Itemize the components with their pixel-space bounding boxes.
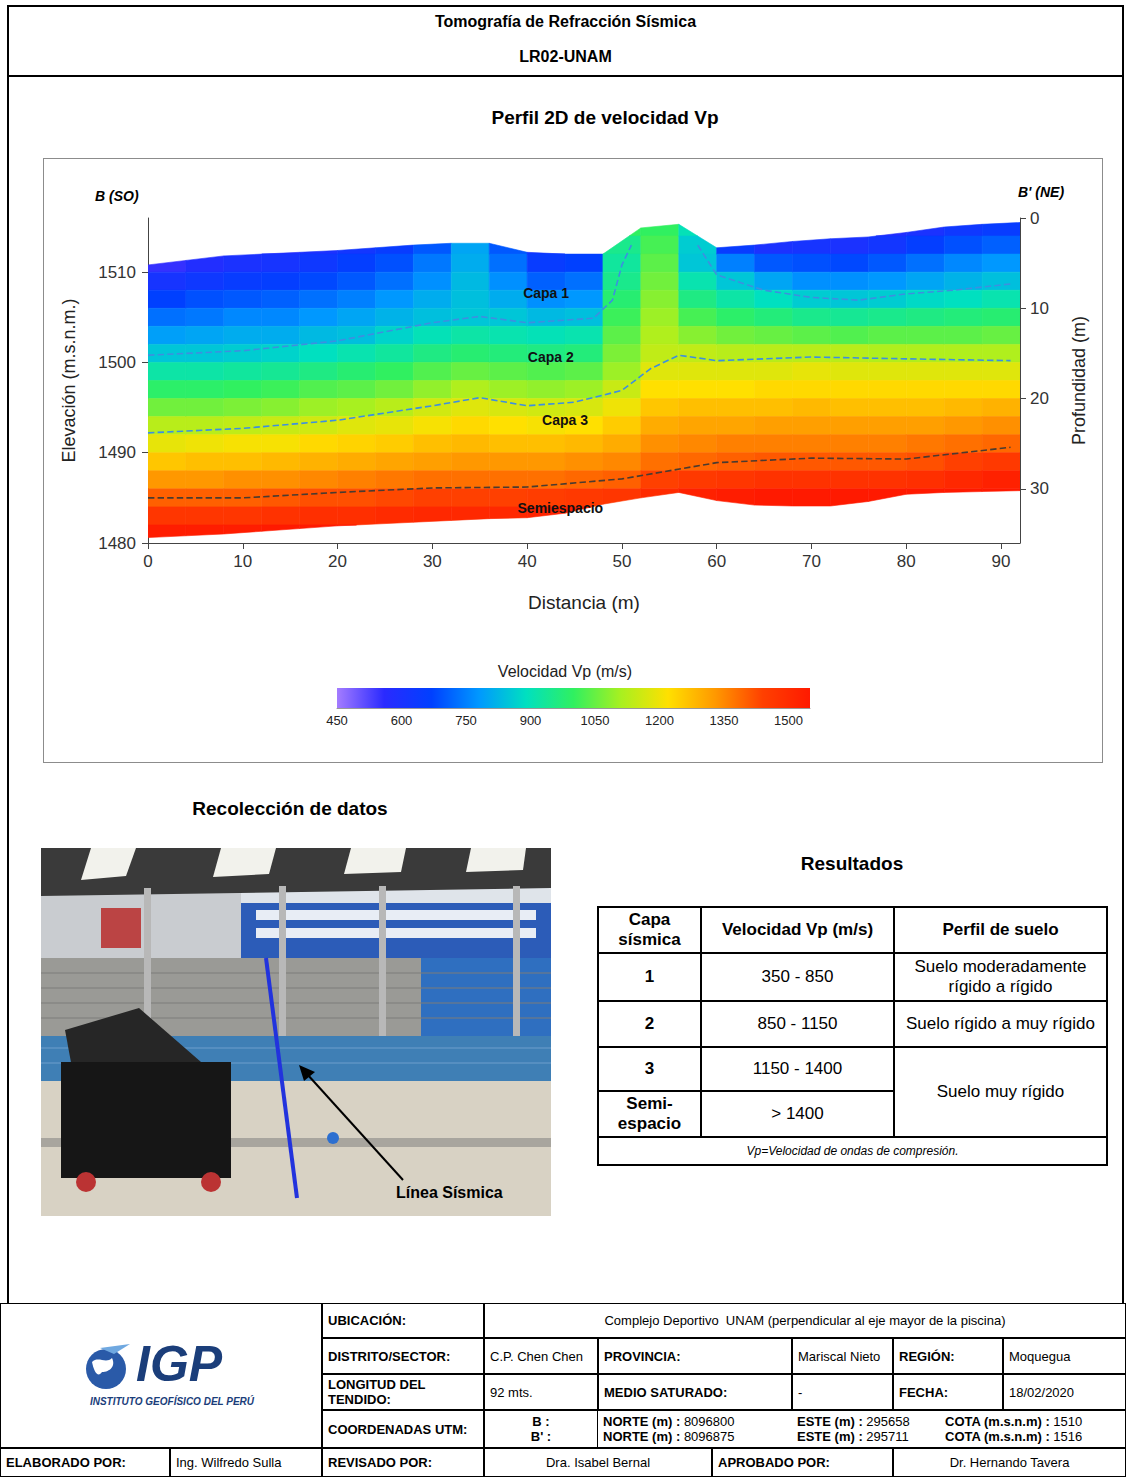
svg-text:60: 60 (707, 552, 726, 571)
svg-text:0: 0 (1030, 209, 1039, 228)
html-text:B' :: B' : (530, 1429, 552, 1444)
html-text:Capa sísmica: Capa sísmica (618, 910, 681, 949)
html-text:COTA (m.s.n.m) : 1510: COTA (m.s.n.m) : 1510 (945, 1414, 1083, 1429)
html-text:ESTE (m) : 295711: ESTE (m) : 295711 (797, 1429, 909, 1444)
svg-text:1200: 1200 (645, 713, 674, 728)
svg-text:900: 900 (520, 713, 542, 728)
svg-text:Línea Sísmica: Línea Sísmica (396, 1184, 503, 1201)
html-text:> 1400: > 1400 (771, 1104, 824, 1123)
html-text:2: 2 (644, 1014, 655, 1033)
html-text:Tomografía de Refracción Sísmi: Tomografía de Refracción Sísmica (434, 13, 697, 30)
html-text:REVISADO POR:: REVISADO POR: (328, 1455, 432, 1470)
html-text:Recolección de datos: Recolección de datos (192, 798, 388, 819)
html-text:Suelo rígido a muy rígido: Suelo rígido a muy rígido (906, 1014, 1095, 1033)
html-text:Dra. Isabel Bernal: Dra. Isabel Bernal (546, 1455, 650, 1470)
svg-text:20: 20 (1030, 389, 1049, 408)
html-text:C.P. Chen Chen: C.P. Chen Chen (490, 1348, 583, 1364)
svg-text:Capa 1: Capa 1 (523, 285, 569, 301)
html-text:NORTE (m) : 8096875: NORTE (m) : 8096875 (603, 1429, 735, 1444)
svg-text:1510: 1510 (98, 263, 136, 282)
html-text:MEDIO SATURADO:: MEDIO SATURADO: (604, 1384, 728, 1400)
svg-text:450: 450 (326, 713, 348, 728)
svg-text:Profundidad (m): Profundidad (m) (1069, 316, 1089, 445)
html-text:Velocidad Vp (m/s): Velocidad Vp (m/s) (497, 663, 633, 680)
html-text:ELABORADO POR:: ELABORADO POR: (6, 1455, 126, 1470)
html-text:850 - 1150: 850 - 1150 (757, 1014, 838, 1033)
svg-text:80: 80 (897, 552, 916, 571)
html-text:Suelo muy rígido: Suelo muy rígido (936, 1082, 1065, 1101)
svg-text:10: 10 (1030, 299, 1049, 318)
svg-text:Elevación (m.s.n.m.): Elevación (m.s.n.m.) (59, 298, 79, 462)
svg-text:Capa 3: Capa 3 (542, 412, 588, 428)
html-text:Ing. Wilfredo Sulla: Ing. Wilfredo Sulla (176, 1455, 282, 1470)
html-text:Semi-espacio: Semi-espacio (617, 1094, 682, 1133)
html-text:ESTE (m) : 295658: ESTE (m) : 295658 (797, 1414, 910, 1429)
svg-text:750: 750 (455, 713, 477, 728)
html-text:Resultados: Resultados (800, 853, 904, 874)
svg-text:20: 20 (328, 552, 347, 571)
html-text:B' (NE): B' (NE) (1018, 184, 1065, 200)
svg-text:1500: 1500 (774, 713, 803, 728)
html-text:18/02/2020: 18/02/2020 (1009, 1384, 1075, 1400)
html-text:Perfil de suelo: Perfil de suelo (942, 920, 1059, 939)
html-text:IGP: IGP (136, 1336, 223, 1392)
html-text:Dr. Hernando Tavera: Dr. Hernando Tavera (949, 1455, 1070, 1470)
svg-text:30: 30 (423, 552, 442, 571)
html-text:3: 3 (644, 1059, 655, 1078)
html-text:DISTRITO/SECTOR:: DISTRITO/SECTOR: (328, 1348, 451, 1364)
html-text:Velocidad Vp (m/s): Velocidad Vp (m/s) (721, 920, 874, 939)
html-text:Suelo moderadamente rígido a r: Suelo moderadamente rígido a rígido (914, 957, 1087, 996)
html-text:Perfil 2D de velocidad Vp: Perfil 2D de velocidad Vp (491, 107, 719, 128)
html-text:LR02-UNAM: LR02-UNAM (519, 48, 612, 65)
svg-text:1350: 1350 (710, 713, 739, 728)
html-text:Mariscal Nieto: Mariscal Nieto (798, 1348, 881, 1364)
html-text:92 mts.: 92 mts. (490, 1384, 533, 1400)
svg-text:0: 0 (143, 552, 152, 571)
html-text:UBICACIÓN:: UBICACIÓN: (328, 1313, 406, 1328)
svg-text:10: 10 (233, 552, 252, 571)
html-text:B (SO): B (SO) (95, 188, 139, 204)
html-text:Complejo Deportivo UNAM (perpe: Complejo Deportivo UNAM (perpendicular a… (604, 1313, 1006, 1328)
html-text:Moquegua: Moquegua (1009, 1348, 1071, 1364)
svg-text:600: 600 (391, 713, 413, 728)
svg-text:Capa 2: Capa 2 (528, 349, 574, 365)
html-text:Vp=Velocidad de ondas de compr: Vp=Velocidad de ondas de compresión. (746, 1144, 959, 1158)
html-text:APROBADO POR:: APROBADO POR: (718, 1455, 830, 1470)
svg-text:90: 90 (992, 552, 1011, 571)
html-text:1: 1 (644, 967, 655, 986)
html-text:FECHA:: FECHA: (899, 1384, 949, 1400)
svg-text:Semiespacio: Semiespacio (517, 500, 603, 516)
svg-text:Distancia (m): Distancia (m) (528, 592, 640, 613)
html-text:PROVINCIA:: PROVINCIA: (604, 1348, 681, 1364)
svg-text:40: 40 (518, 552, 537, 571)
html-text:REGIÓN:: REGIÓN: (899, 1348, 955, 1364)
html-text:COORDENADAS UTM:: COORDENADAS UTM: (328, 1421, 468, 1437)
svg-text:1490: 1490 (98, 443, 136, 462)
html-text:INSTITUTO GEOFÍSICO DEL PERÚ: INSTITUTO GEOFÍSICO DEL PERÚ (90, 1396, 254, 1407)
html-text:LONGITUD DEL TENDIDO:: LONGITUD DEL TENDIDO: (328, 1377, 429, 1407)
svg-text:1050: 1050 (581, 713, 610, 728)
svg-text:30: 30 (1030, 479, 1049, 498)
svg-text:50: 50 (612, 552, 631, 571)
html-text:350 - 850: 350 - 850 (761, 967, 834, 986)
html-text:1150 - 1400: 1150 - 1400 (752, 1059, 843, 1078)
html-text:B :: B : (532, 1414, 550, 1429)
svg-text:1500: 1500 (98, 353, 136, 372)
svg-text:1480: 1480 (98, 534, 136, 553)
html-text:NORTE (m) : 8096800: NORTE (m) : 8096800 (603, 1414, 735, 1429)
svg-text:70: 70 (802, 552, 821, 571)
html-text:COTA (m.s.n.m) : 1516: COTA (m.s.n.m) : 1516 (945, 1429, 1083, 1444)
